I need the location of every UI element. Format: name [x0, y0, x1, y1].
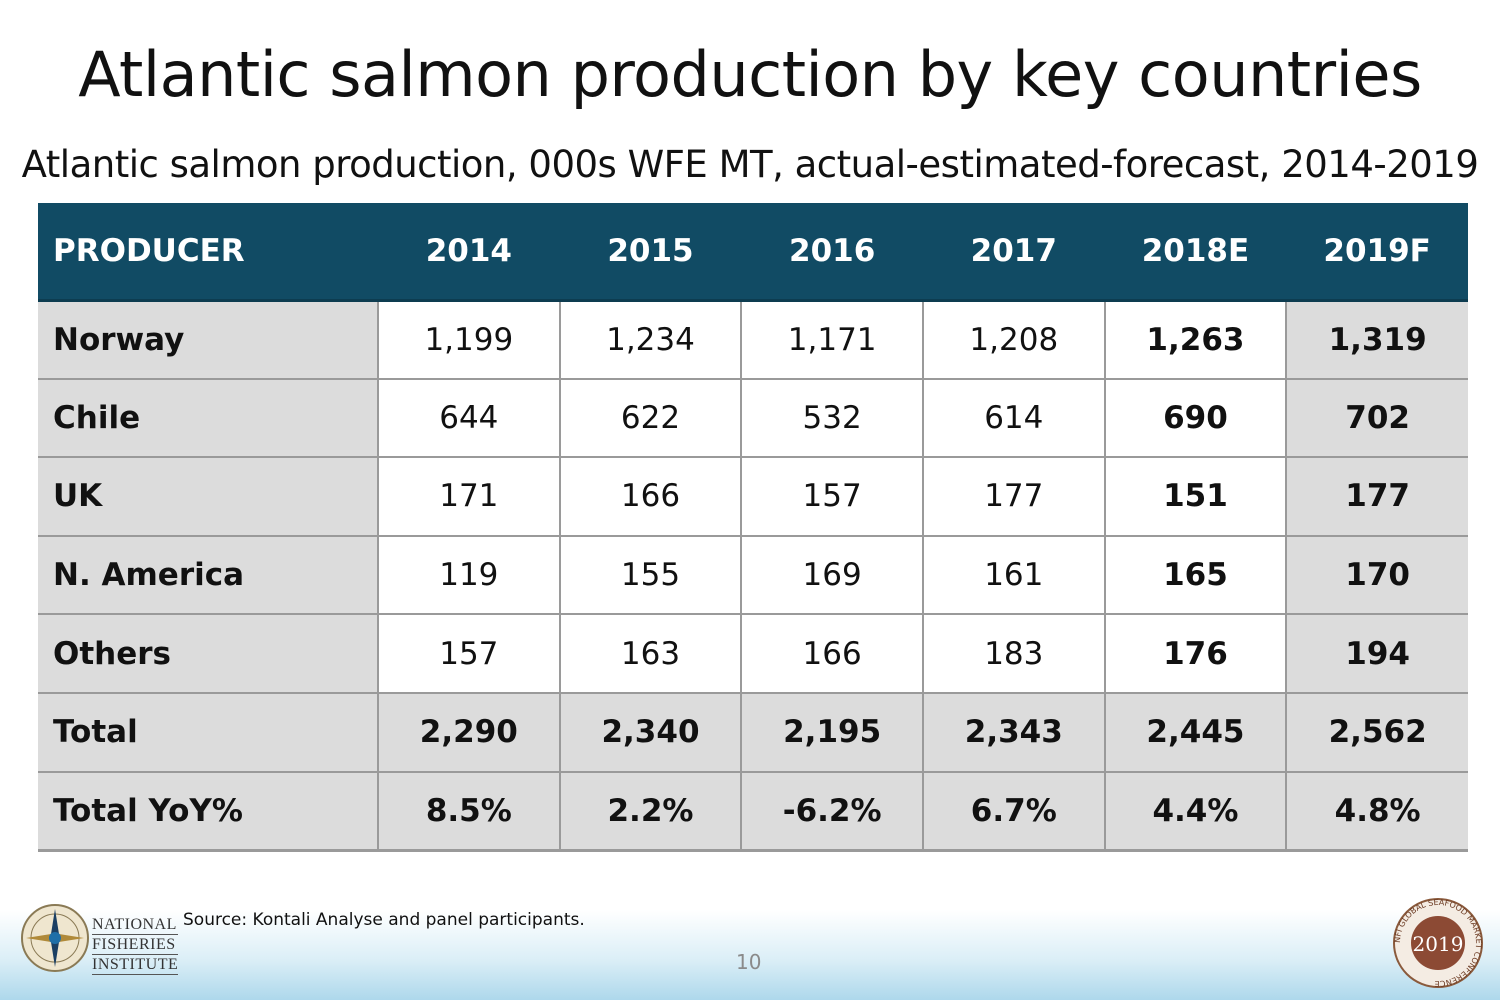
slide-subtitle: Atlantic salmon production, 000s WFE MT,… [21, 143, 1479, 186]
table-cell: 161 [921, 534, 1106, 616]
header-2016: 2016 [741, 203, 923, 302]
row-label: Total [38, 691, 379, 773]
table-cell: 177 [1285, 456, 1468, 537]
table-cell: 155 [558, 534, 743, 616]
table-row-total-yoy: Total YoY% 8.5% 2.2% -6.2% 6.7% 4.4% 4.8… [38, 770, 1468, 852]
header-2015: 2015 [559, 203, 742, 302]
table-cell: 4.8% [1285, 770, 1468, 852]
row-label: N. America [38, 534, 379, 616]
table-cell: 2,195 [740, 691, 924, 773]
table-cell: 171 [377, 456, 561, 537]
header-producer: PRODUCER [38, 203, 378, 302]
table-cell: 169 [740, 534, 924, 616]
table-cell: 702 [1285, 377, 1468, 459]
page-number: 10 [736, 950, 762, 974]
table-cell: 2,290 [377, 691, 561, 773]
table-cell: 1,234 [558, 299, 743, 380]
production-table: PRODUCER 2014 2015 2016 2017 2018E 2019F… [38, 203, 1468, 852]
table-cell: 170 [1285, 534, 1468, 616]
table-cell: 532 [740, 377, 924, 459]
table-row-norway: Norway 1,199 1,234 1,171 1,208 1,263 1,3… [38, 299, 1468, 380]
table-cell: 151 [1103, 456, 1288, 537]
table-cell: 2,562 [1285, 691, 1468, 773]
table-cell: 176 [1103, 613, 1288, 694]
row-label: Others [38, 613, 379, 694]
table-cell: 2,445 [1103, 691, 1288, 773]
table-cell: 690 [1103, 377, 1288, 459]
table-cell: 2.2% [558, 770, 743, 852]
table-cell: 157 [740, 456, 924, 537]
table-cell: 1,199 [377, 299, 561, 380]
row-label: UK [38, 456, 379, 537]
table-cell: 622 [558, 377, 743, 459]
nfi-wordmark: NATIONAL FISHERIES INSTITUTE [92, 915, 179, 975]
table-cell: 6.7% [921, 770, 1106, 852]
nfi-line: NATIONAL [92, 916, 179, 935]
header-2017: 2017 [922, 203, 1105, 302]
table-header-row: PRODUCER 2014 2015 2016 2017 2018E 2019F [38, 203, 1468, 302]
row-label: Total YoY% [38, 770, 379, 852]
table-cell: 2,343 [921, 691, 1106, 773]
table-cell: 194 [1285, 613, 1468, 694]
header-2019f: 2019F [1286, 203, 1468, 302]
table-cell: 1,319 [1285, 299, 1468, 380]
row-label: Chile [38, 377, 379, 459]
table-cell: 1,263 [1103, 299, 1288, 380]
table-cell: 163 [558, 613, 743, 694]
table-cell: 644 [377, 377, 561, 459]
table-cell: 614 [921, 377, 1106, 459]
table-cell: 157 [377, 613, 561, 694]
row-label: Norway [38, 299, 379, 380]
table-cell: 1,171 [740, 299, 924, 380]
slide-title: Atlantic salmon production by key countr… [78, 38, 1422, 111]
table-cell: 183 [921, 613, 1106, 694]
table-row-total: Total 2,290 2,340 2,195 2,343 2,445 2,56… [38, 691, 1468, 773]
nfi-line: INSTITUTE [92, 956, 179, 975]
table-cell: 1,208 [921, 299, 1106, 380]
conference-logo: NFI GLOBAL SEAFOOD MARKET CONFERENCE 201… [1393, 898, 1483, 988]
source-note: Source: Kontali Analyse and panel partic… [183, 910, 585, 930]
table-cell: 166 [740, 613, 924, 694]
table-cell: 4.4% [1103, 770, 1288, 852]
table-cell: 177 [921, 456, 1106, 537]
table-cell: 2,340 [558, 691, 743, 773]
table-row-chile: Chile 644 622 532 614 690 702 [38, 377, 1468, 459]
footer-wave-decoration [0, 910, 1500, 1000]
table-row-n-america: N. America 119 155 169 161 165 170 [38, 534, 1468, 616]
header-2014: 2014 [378, 203, 560, 302]
table-cell: -6.2% [740, 770, 924, 852]
table-cell: 8.5% [377, 770, 561, 852]
table-cell: 119 [377, 534, 561, 616]
table-row-uk: UK 171 166 157 177 151 177 [38, 456, 1468, 537]
table-cell: 166 [558, 456, 743, 537]
table-row-others: Others 157 163 166 183 176 194 [38, 613, 1468, 694]
nfi-line: FISHERIES [92, 935, 179, 955]
table-cell: 165 [1103, 534, 1288, 616]
nfi-compass-logo [21, 904, 89, 972]
conference-year: 2019 [1413, 932, 1464, 956]
header-2018e: 2018E [1104, 203, 1287, 302]
